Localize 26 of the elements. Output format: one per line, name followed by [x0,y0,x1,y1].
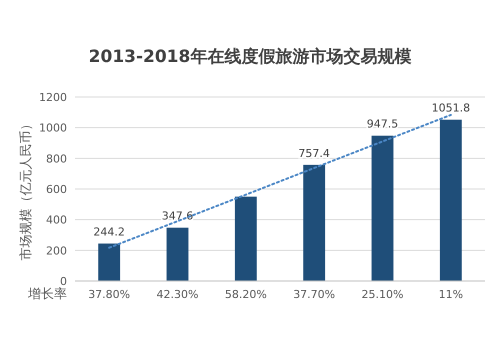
y-tick-label: 1000 [39,122,67,135]
bar [372,136,394,281]
data-label: 947.5 [366,118,398,131]
bar [98,244,120,281]
y-tick-label: 400 [46,214,67,227]
chart-title: 2013-2018年在线度假旅游市场交易规模 [88,47,412,67]
text: 37.80% [88,288,130,301]
y-tick-label: 200 [46,244,67,258]
bar [440,120,462,281]
text: 25.10% [362,288,404,301]
text: 37.70% [293,288,336,301]
data-label: 244.2 [93,226,125,239]
y-tick-label: 800 [46,152,67,166]
data-label: 1051.8 [432,102,470,115]
text: 42.30% [156,288,198,301]
bar [303,164,326,281]
y-tick-label: 1200 [39,91,67,104]
bar [166,228,188,281]
y-tick-label: 600 [46,183,67,196]
data-label: 757.4 [298,146,330,160]
bar [234,196,257,281]
y-tick-label: 0 [60,275,67,288]
text: 11% [438,288,464,301]
text: 增长率 [27,286,67,302]
text: 58.20% [224,288,267,301]
y-axis-title: 市场规模（亿元人民币） [19,118,34,260]
